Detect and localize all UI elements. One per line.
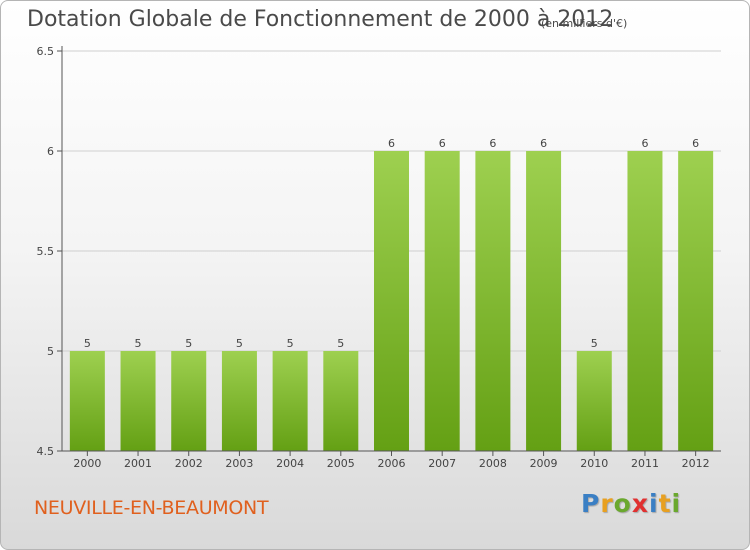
bar (69, 351, 105, 451)
x-tick-label: 2003 (225, 457, 253, 470)
x-tick-label: 2006 (378, 457, 406, 470)
bar-value-label: 5 (337, 337, 344, 350)
x-tick-label: 2012 (682, 457, 710, 470)
bar (374, 151, 409, 451)
x-tick-label: 2008 (479, 457, 507, 470)
commune-name: NEUVILLE-EN-BEAUMONT (34, 497, 269, 519)
bar (171, 351, 207, 451)
bar-value-label: 6 (641, 137, 648, 150)
bar-value-label: 5 (591, 337, 598, 350)
bar-value-label: 6 (692, 137, 699, 150)
logo-letter: i (649, 489, 659, 518)
bar-value-label: 5 (185, 337, 192, 350)
chart-title: Dotation Globale de Fonctionnement de 20… (27, 7, 614, 32)
bar-value-label: 5 (236, 337, 243, 350)
y-tick-label: 5 (47, 345, 54, 358)
bar (576, 351, 612, 451)
bar-value-label: 5 (287, 337, 294, 350)
bar (678, 151, 714, 451)
y-tick-label: 4.5 (37, 445, 55, 458)
x-tick-label: 2010 (580, 457, 608, 470)
bar (323, 351, 359, 451)
bar (424, 151, 460, 451)
bar-value-label: 6 (489, 137, 496, 150)
logo-letter: r (600, 489, 614, 518)
bar (475, 151, 511, 451)
logo-letter: i (671, 489, 682, 518)
bar (221, 351, 257, 451)
y-tick-label: 6 (47, 145, 54, 158)
x-tick-label: 2004 (276, 457, 304, 470)
bar (120, 351, 156, 451)
x-tick-label: 2011 (631, 457, 659, 470)
x-tick-label: 2009 (530, 457, 558, 470)
bar-value-label: 6 (439, 137, 446, 150)
bar-value-label: 6 (540, 137, 547, 150)
y-tick-label: 6.5 (37, 45, 55, 58)
logo-letter: o (613, 489, 632, 518)
y-tick-label: 5.5 (37, 245, 55, 258)
x-tick-label: 2000 (73, 457, 101, 470)
logo-letter: x (631, 489, 649, 518)
proxiti-logo[interactable]: Proxiti (581, 489, 681, 518)
bar-value-label: 5 (135, 337, 142, 350)
bar (272, 351, 308, 451)
x-tick-label: 2002 (175, 457, 203, 470)
chart-subtitle: (en milliers d'€) (541, 17, 628, 30)
bar-value-label: 6 (388, 137, 395, 150)
x-tick-label: 2007 (428, 457, 456, 470)
bar-value-label: 5 (84, 337, 91, 350)
bar (627, 151, 663, 451)
x-tick-label: 2001 (124, 457, 152, 470)
logo-letter: t (658, 489, 672, 518)
x-tick-label: 2005 (327, 457, 355, 470)
logo-letter: P (581, 489, 601, 518)
bar (526, 151, 562, 451)
